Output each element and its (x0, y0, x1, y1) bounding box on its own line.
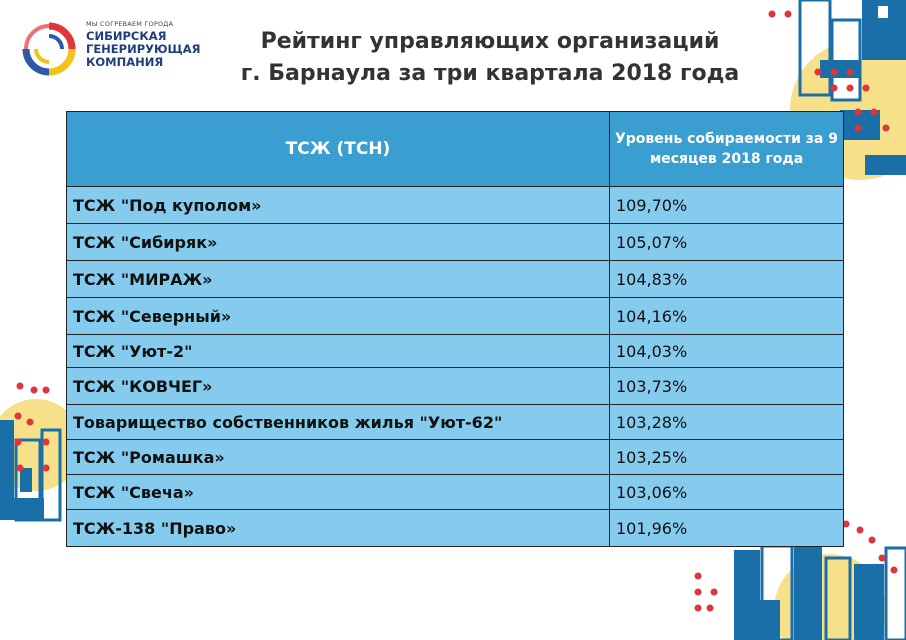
logo-company-name: СИБИРСКАЯ ГЕНЕРИРУЮЩАЯ КОМПАНИЯ (86, 30, 201, 69)
table-row: ТСЖ "Северный» 104,16% (66, 297, 844, 335)
logo-swirl-icon (22, 22, 76, 76)
collection-rate-value: 104,83% (609, 260, 844, 298)
title-line-2: г. Барнаула за три квартала 2018 года (240, 61, 740, 86)
organization-name: ТСЖ "Сибиряк» (66, 223, 610, 261)
table-row: ТСЖ "Под куполом» 109,70% (66, 186, 844, 224)
city-decoration-bottom-right (694, 520, 906, 640)
title-line-1: Рейтинг управляющих организаций (260, 29, 720, 54)
collection-rate-value: 103,73% (609, 367, 844, 405)
collection-rate-value: 101,96% (609, 509, 844, 547)
table-header-row: ТСЖ (ТСН) Уровень собираемости за 9 меся… (66, 111, 844, 187)
organization-name: ТСЖ "КОВЧЕГ» (66, 367, 610, 405)
table-row: ТСЖ "Уют-2" 104,03% (66, 334, 844, 368)
logo-name-line: ГЕНЕРИРУЮЩАЯ (86, 42, 201, 56)
rating-table: ТСЖ (ТСН) Уровень собираемости за 9 меся… (66, 111, 844, 547)
table-row: ТСЖ "Ромашка» 103,25% (66, 439, 844, 475)
header-organization: ТСЖ (ТСН) (66, 111, 610, 187)
company-logo: МЫ СОГРЕВАЕМ ГОРОДА СИБИРСКАЯ ГЕНЕРИРУЮЩ… (22, 20, 212, 80)
collection-rate-value: 109,70% (609, 186, 844, 224)
organization-name: Товарищество собственников жилья "Уют-62… (66, 404, 610, 440)
organization-name: ТСЖ "МИРАЖ» (66, 260, 610, 298)
page-title: Рейтинг управляющих организаций г. Барна… (230, 26, 750, 90)
collection-rate-value: 103,25% (609, 439, 844, 475)
organization-name: ТСЖ "Ромашка» (66, 439, 610, 475)
logo-name-line: СИБИРСКАЯ (86, 29, 167, 43)
organization-name: ТСЖ "Свеча» (66, 474, 610, 510)
organization-name: ТСЖ "Уют-2" (66, 334, 610, 368)
organization-name: ТСЖ-138 "Право» (66, 509, 610, 547)
table-row: ТСЖ "Сибиряк» 105,07% (66, 223, 844, 261)
city-decoration-left (0, 382, 80, 522)
table-row: ТСЖ-138 "Право» 101,96% (66, 509, 844, 547)
header-collection-rate: Уровень собираемости за 9 месяцев 2018 г… (609, 111, 844, 187)
collection-rate-value: 104,03% (609, 334, 844, 368)
organization-name: ТСЖ "Северный» (66, 297, 610, 335)
organization-name: ТСЖ "Под куполом» (66, 186, 610, 224)
logo-tagline: МЫ СОГРЕВАЕМ ГОРОДА (86, 20, 174, 28)
table-row: Товарищество собственников жилья "Уют-62… (66, 404, 844, 440)
collection-rate-value: 105,07% (609, 223, 844, 261)
collection-rate-value: 103,06% (609, 474, 844, 510)
table-row: ТСЖ "Свеча» 103,06% (66, 474, 844, 510)
table-row: ТСЖ "КОВЧЕГ» 103,73% (66, 367, 844, 405)
collection-rate-value: 103,28% (609, 404, 844, 440)
table-row: ТСЖ "МИРАЖ» 104,83% (66, 260, 844, 298)
logo-name-line: КОМПАНИЯ (86, 55, 164, 69)
collection-rate-value: 104,16% (609, 297, 844, 335)
